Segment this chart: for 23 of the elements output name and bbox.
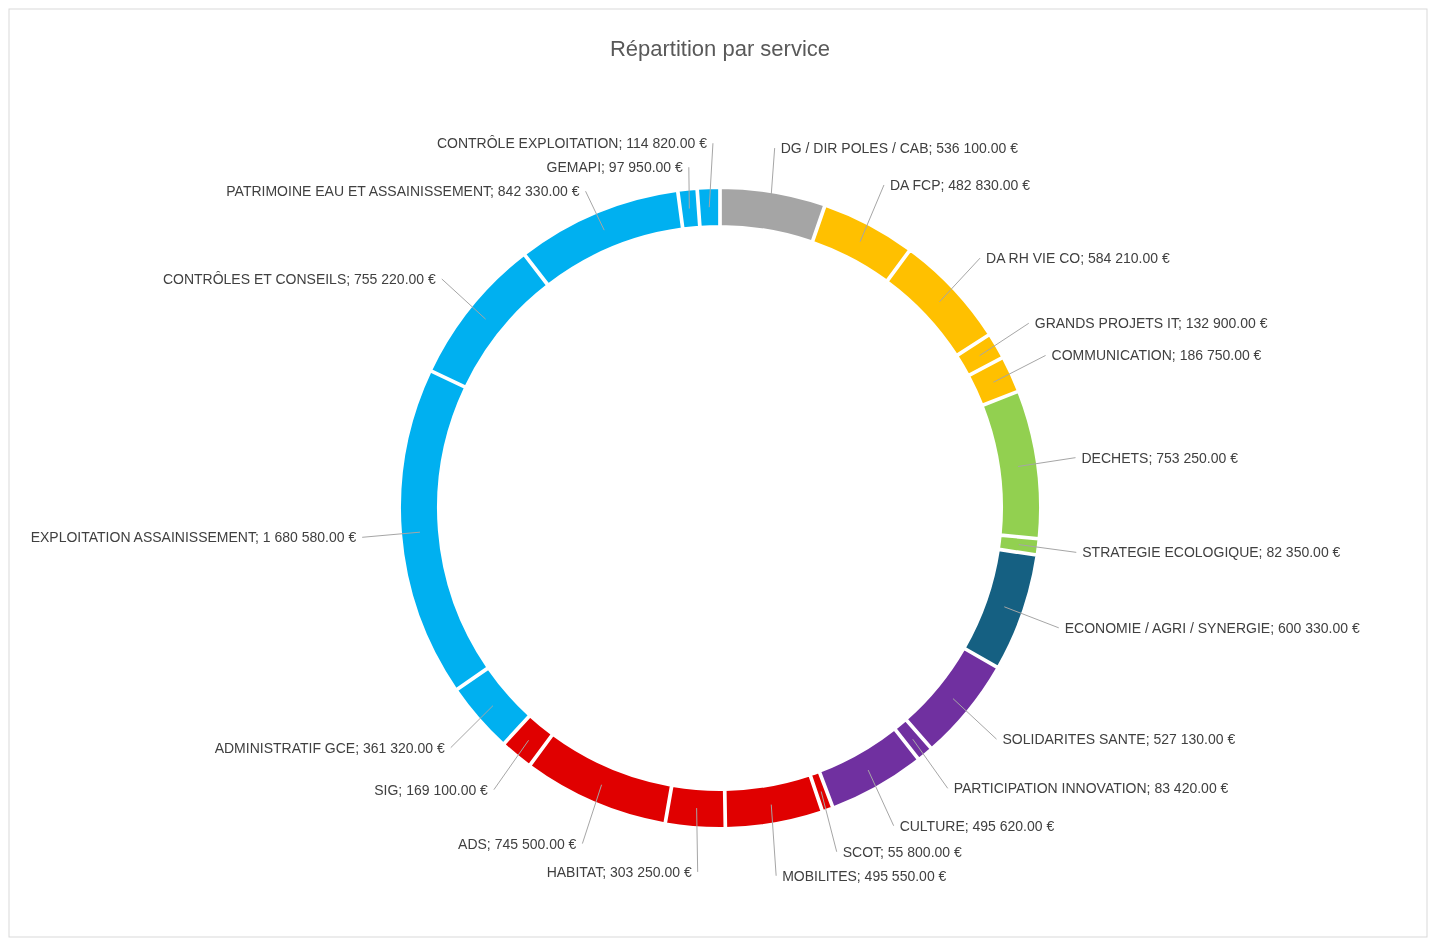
slice-label: SCOT; 55 800.00 €: [842, 843, 962, 860]
slice-label: ECONOMIE / AGRI / SYNERGIE; 600 330.00 €: [1064, 619, 1360, 636]
slice-label: DG / DIR POLES / CAB; 536 100.00 €: [780, 140, 1019, 157]
slice-label: PATRIMOINE EAU ET ASSAINISSEMENT; 842 330.00 €: [226, 183, 580, 200]
slice-label: CONTRÔLES ET CONSEILS; 755 220.00 €: [162, 270, 436, 287]
slice-label: PARTICIPATION INNOVATION; 83 420.00 €: [953, 780, 1229, 797]
slice-label: MOBILITES; 495 550.00 €: [782, 867, 947, 884]
slice-label: GEMAPI; 97 950.00 €: [546, 159, 684, 176]
slice-label: DA RH VIE CO; 584 210.00 €: [986, 250, 1170, 267]
slice-label: ADMINISTRATIF GCE; 361 320.00 €: [214, 739, 445, 756]
slice-label: CONTRÔLE EXPLOITATION; 114 820.00 €: [436, 135, 708, 152]
slice-label: COMMUNICATION; 186 750.00 €: [1051, 347, 1262, 364]
slice-label: EXPLOITATION ASSAINISSEMENT; 1 680 580.00 €: [30, 529, 357, 546]
slice-label: ADS; 745 500.00 €: [458, 835, 577, 852]
slice-label: DA FCP; 482 830.00 €: [889, 176, 1031, 193]
slice-label: CULTURE; 495 620.00 €: [899, 817, 1055, 834]
slice-label: STRATEGIE ECOLOGIQUE; 82 350.00 €: [1082, 544, 1341, 561]
chart-title: Répartition par service: [609, 36, 831, 61]
slice-label: HABITAT; 303 250.00 €: [546, 863, 692, 880]
slice-label: DECHETS; 753 250.00 €: [1081, 449, 1239, 466]
slice-label: GRANDS PROJETS IT; 132 900.00 €: [1034, 315, 1268, 332]
slice-label: SIG; 169 100.00 €: [374, 781, 489, 798]
slice-label: SOLIDARITES SANTE; 527 130.00 €: [1002, 731, 1236, 748]
